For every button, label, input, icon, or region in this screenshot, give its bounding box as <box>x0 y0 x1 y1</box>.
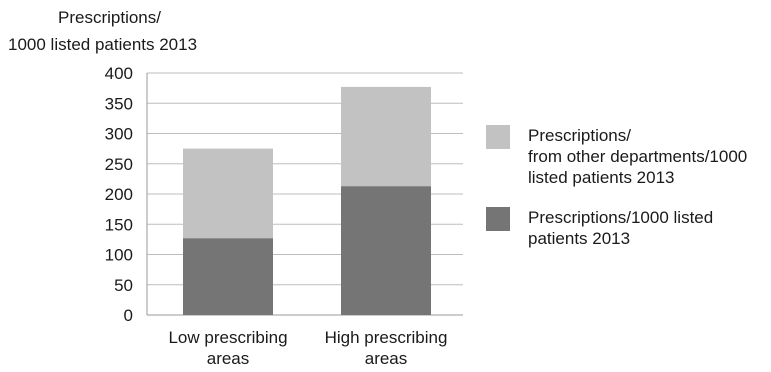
y-axis-title-line-2: 1000 listed patients 2013 <box>8 35 197 54</box>
legend: Prescriptions/from other departments/100… <box>486 125 747 248</box>
y-tick-label: 300 <box>105 125 133 144</box>
bar-series-0-category-0 <box>183 238 273 315</box>
y-tick-label: 150 <box>105 215 133 234</box>
category-label: Low prescribing <box>168 328 287 347</box>
legend-label: patients 2013 <box>528 229 630 248</box>
y-tick-labels: 0 50 100 150 200 250 300 350 400 <box>105 64 133 325</box>
legend-swatch-series-1 <box>486 125 510 149</box>
y-tick-label: 100 <box>105 246 133 265</box>
legend-label: Prescriptions/ <box>528 126 631 145</box>
bar-series-1-category-1 <box>341 86 431 187</box>
y-tick-label: 0 <box>124 306 133 325</box>
category-label: High prescribing <box>325 328 448 347</box>
legend-label: listed patients 2013 <box>528 168 675 187</box>
category-label: areas <box>365 349 408 367</box>
bar-series-1-category-0 <box>183 148 273 239</box>
category-label: areas <box>207 349 250 367</box>
legend-label: from other departments/1000 <box>528 147 747 166</box>
category-labels: Low prescribing areas High prescribing area… <box>168 328 448 368</box>
y-tick-label: 50 <box>114 276 133 295</box>
bars-layer <box>183 86 431 315</box>
y-tick-label: 400 <box>105 64 133 83</box>
bar-series-0-category-1 <box>341 186 431 315</box>
y-tick-label: 250 <box>105 155 133 174</box>
y-tick-label: 200 <box>105 185 133 204</box>
legend-swatch-series-0 <box>486 207 510 231</box>
y-axis-title-line-1: Prescriptions/ <box>58 8 161 27</box>
y-tick-label: 350 <box>105 94 133 113</box>
legend-label: Prescriptions/1000 listed <box>528 208 713 227</box>
